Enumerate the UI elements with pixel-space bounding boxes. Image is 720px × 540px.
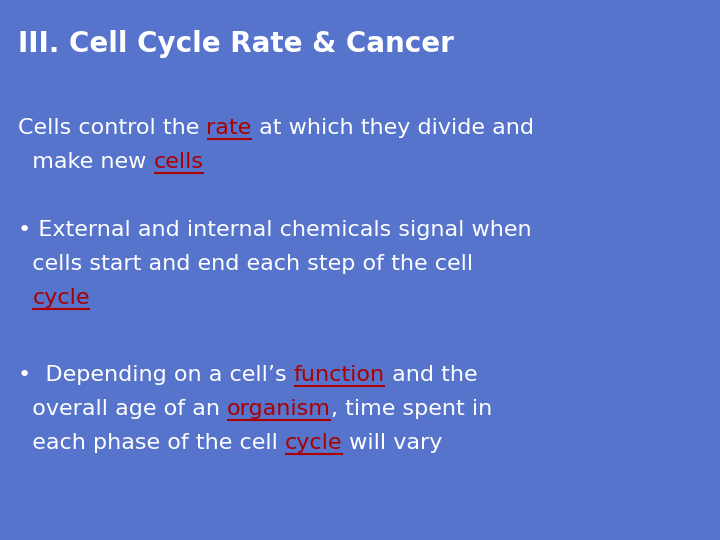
Text: function: function — [294, 365, 385, 385]
Text: cycle: cycle — [32, 288, 90, 308]
Text: and the: and the — [385, 365, 477, 385]
Text: rate: rate — [207, 118, 252, 138]
Text: •  Depending on a cell’s: • Depending on a cell’s — [18, 365, 294, 385]
Text: overall age of an: overall age of an — [18, 399, 227, 419]
Text: each phase of the cell: each phase of the cell — [18, 433, 285, 453]
Text: Cells control the: Cells control the — [18, 118, 207, 138]
Text: • External and internal chemicals signal when: • External and internal chemicals signal… — [18, 220, 531, 240]
Text: III. Cell Cycle Rate & Cancer: III. Cell Cycle Rate & Cancer — [18, 30, 454, 58]
Text: cycle: cycle — [285, 433, 343, 453]
Text: cells start and end each step of the cell: cells start and end each step of the cel… — [18, 254, 473, 274]
Text: will vary: will vary — [343, 433, 443, 453]
Text: organism: organism — [227, 399, 331, 419]
Text: make new: make new — [18, 152, 153, 172]
Text: at which they divide and: at which they divide and — [252, 118, 534, 138]
Text: , time spent in: , time spent in — [331, 399, 492, 419]
Text: cells: cells — [153, 152, 204, 172]
